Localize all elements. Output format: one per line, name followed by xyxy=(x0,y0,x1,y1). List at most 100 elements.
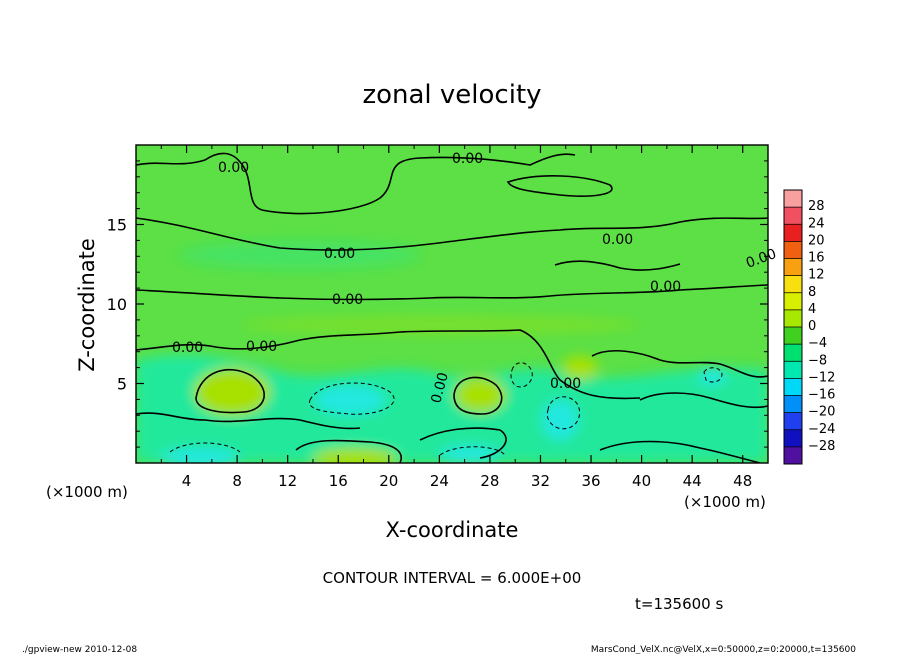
negative-region xyxy=(180,241,420,269)
x-tick-label: 12 xyxy=(278,472,297,490)
x-tick-label: 8 xyxy=(232,472,242,490)
colorbar-label: −12 xyxy=(808,370,835,385)
colorbar-swatch xyxy=(784,344,802,362)
y-tick-label: 10 xyxy=(107,295,127,314)
positive-region xyxy=(194,368,270,416)
colorbar-label: 16 xyxy=(808,251,825,266)
positive-region xyxy=(454,377,506,413)
chart-title: zonal velocity xyxy=(362,80,541,110)
x-tick-label: 32 xyxy=(531,472,550,490)
colorbar-label: 0 xyxy=(808,319,816,334)
colorbar-swatch xyxy=(784,378,802,396)
colorbar-swatch xyxy=(784,361,802,379)
negative-contour xyxy=(309,382,395,415)
contour-label: 0.00 xyxy=(650,279,681,295)
contour-label: 0.00 xyxy=(602,232,633,248)
colorbar-swatch xyxy=(784,292,802,311)
field-shading xyxy=(136,241,768,463)
colorbar-label: 20 xyxy=(808,233,825,248)
colorbar-label: 28 xyxy=(808,199,825,214)
contour-label: 0.00 xyxy=(172,340,203,356)
negative-contour xyxy=(546,396,580,430)
contour-label: 0.00 xyxy=(428,371,452,405)
colorbar-swatch xyxy=(784,395,802,414)
contour-labels: 0.00 0.00 0.00 0.00 0.00 0.00 0.00 0.00 … xyxy=(172,151,779,405)
contour-label: 0.00 xyxy=(550,376,581,392)
colorbar: 28 24 20 16 12 8 4 0 −4 −8 −12 −16 −20 −24 −28 xyxy=(783,189,835,465)
colorbar-label: −24 xyxy=(808,422,835,437)
x-axis: 4 8 12 16 20 24 28 32 36 40 44 48 xyxy=(160,145,752,490)
contour-line xyxy=(591,350,768,378)
contour-line xyxy=(136,284,768,301)
colorbar-swatch xyxy=(784,258,802,277)
contour-line xyxy=(419,427,507,459)
negative-contour xyxy=(169,442,241,453)
x-tick-label: 24 xyxy=(430,472,449,490)
negative-contour xyxy=(703,367,723,383)
colorbar-label: 12 xyxy=(808,268,825,283)
footer-left: ./gpview-new 2010-12-08 xyxy=(22,645,137,654)
contour-line xyxy=(506,175,613,197)
y-axis: 5 10 15 xyxy=(107,160,768,448)
colorbar-swatch xyxy=(784,275,802,294)
colorbar-label: 4 xyxy=(808,302,816,317)
colorbar-swatch xyxy=(784,309,802,328)
colorbar-label: −20 xyxy=(808,405,835,420)
colorbar-swatch xyxy=(784,224,802,242)
y-axis-title: Z-coordinate xyxy=(75,238,99,372)
colorbar-label: −28 xyxy=(808,439,835,454)
contour-line xyxy=(554,260,681,271)
x-tick-label: 36 xyxy=(581,472,600,490)
contour-line xyxy=(639,392,768,409)
x-tick-label: 44 xyxy=(683,472,702,490)
contour-line xyxy=(136,329,641,400)
colorbar-swatch xyxy=(784,327,802,345)
contour-label: 0.00 xyxy=(452,151,483,167)
x-tick-label: 28 xyxy=(480,472,499,490)
plot-area xyxy=(136,145,768,463)
contour-label: 0.00 xyxy=(218,160,249,176)
negative-core xyxy=(160,448,240,463)
contour-lines xyxy=(136,152,768,463)
positive-region xyxy=(240,315,640,335)
colorbar-label: −4 xyxy=(808,336,827,351)
contour-line xyxy=(136,217,768,251)
x-axis-unit-right: (×1000 m) xyxy=(684,493,766,511)
negative-region xyxy=(136,354,768,463)
colorbar-swatch xyxy=(784,207,802,225)
x-tick-label: 16 xyxy=(329,472,348,490)
y-tick-label: 5 xyxy=(117,375,127,394)
positive-region xyxy=(562,356,598,380)
colorbar-swatch xyxy=(784,446,802,465)
positive-region xyxy=(313,448,397,463)
y-tick-label: 15 xyxy=(107,216,127,235)
time-label: t=135600 s xyxy=(635,595,723,613)
colorbar-swatch xyxy=(784,190,802,208)
x-tick-label: 48 xyxy=(733,472,752,490)
contour-line xyxy=(136,152,576,215)
colorbar-swatch xyxy=(784,241,802,259)
contour-line xyxy=(295,439,402,463)
x-tick-label: 40 xyxy=(632,472,651,490)
dashed-contours xyxy=(169,362,723,456)
contour-label: 0.00 xyxy=(332,292,363,308)
negative-core xyxy=(440,446,500,463)
x-axis-unit-left: (×1000 m) xyxy=(46,483,128,501)
contour-line xyxy=(195,368,265,414)
colorbar-label: 8 xyxy=(808,285,816,300)
footer-right: MarsCond_VelX.nc@VelX,x=0:50000,z=0:2000… xyxy=(591,645,856,654)
x-tick-label: 20 xyxy=(379,472,398,490)
colorbar-label: −8 xyxy=(808,353,827,368)
x-axis-title: X-coordinate xyxy=(386,518,519,542)
negative-contour xyxy=(439,446,506,456)
negative-core xyxy=(542,400,578,440)
contour-line xyxy=(453,376,503,415)
colorbar-label: −16 xyxy=(808,388,835,403)
colorbar-label: 24 xyxy=(808,216,825,231)
contour-label: 0.00 xyxy=(246,339,277,355)
contour-line xyxy=(136,412,361,430)
contour-interval: CONTOUR INTERVAL = 6.000E+00 xyxy=(323,569,582,587)
contour-label: 0.00 xyxy=(324,246,355,262)
x-tick-label: 4 xyxy=(182,472,192,490)
